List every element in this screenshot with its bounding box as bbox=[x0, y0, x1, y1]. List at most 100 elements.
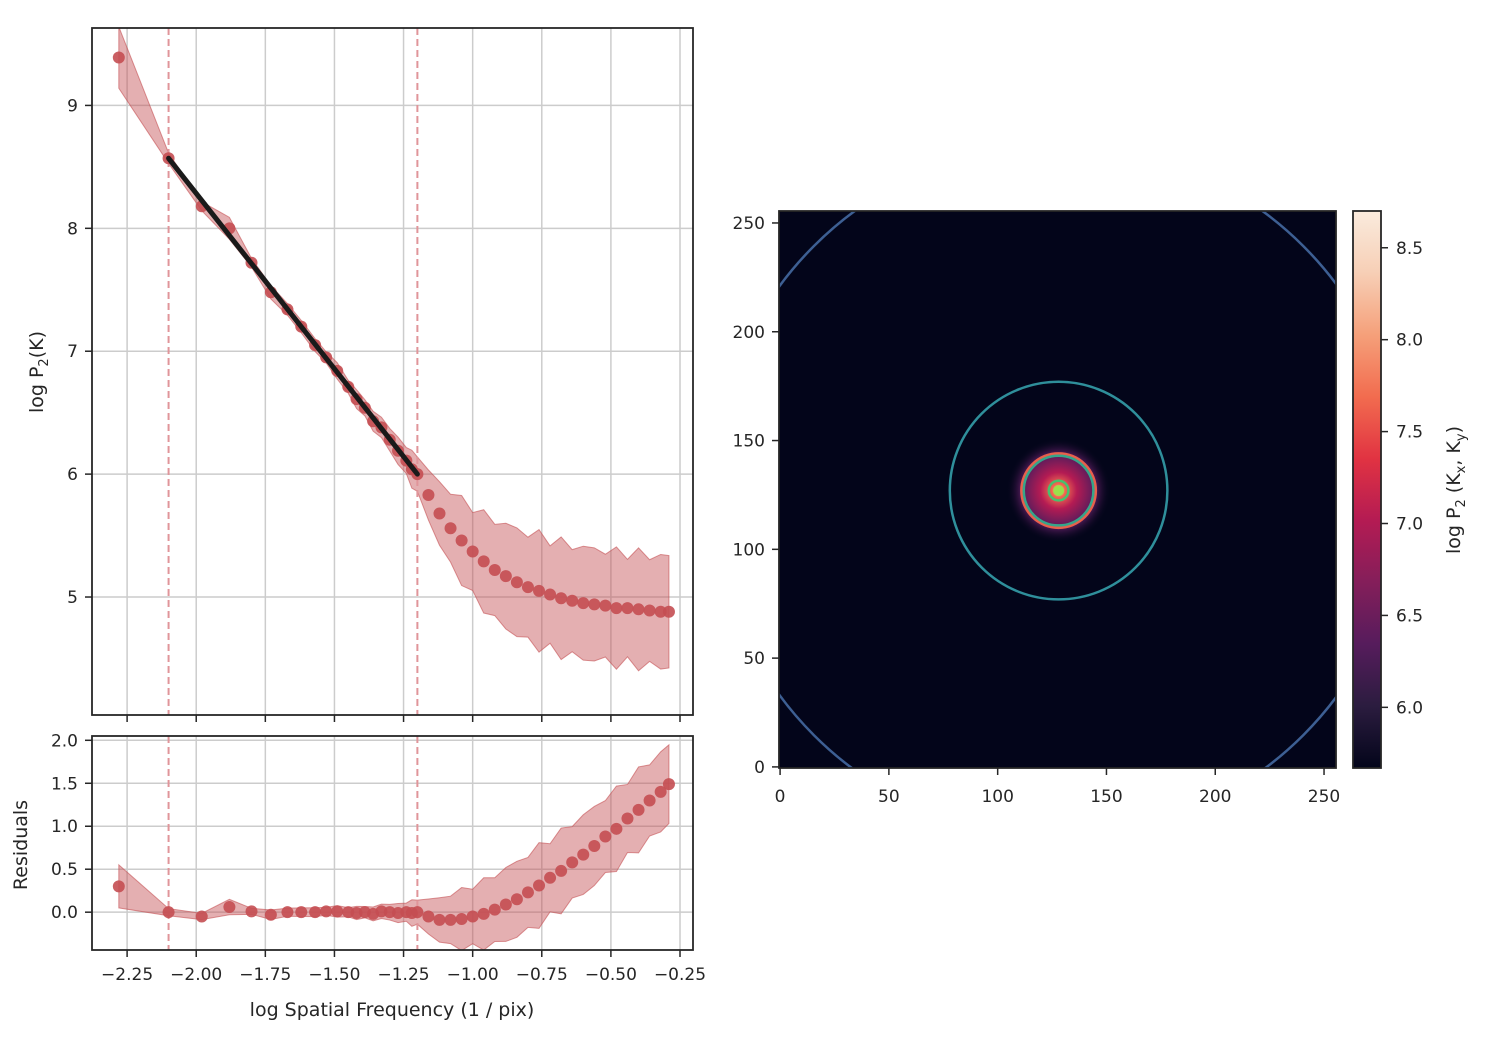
data-point bbox=[433, 913, 446, 926]
y-tick-label: 1.0 bbox=[51, 817, 78, 837]
top-ylabel: log P2(K) bbox=[26, 331, 52, 413]
x-tick-label: −2.25 bbox=[101, 965, 153, 985]
data-point bbox=[610, 602, 623, 615]
data-point bbox=[488, 563, 501, 576]
x-tick-label: 200 bbox=[1199, 787, 1231, 807]
x-tick-label: −1.50 bbox=[308, 965, 360, 985]
contour-circle bbox=[1022, 454, 1095, 527]
data-point bbox=[444, 913, 457, 926]
colorbar-tick-label: 8.5 bbox=[1396, 239, 1423, 259]
contour-circle bbox=[1047, 479, 1070, 502]
data-point bbox=[555, 864, 568, 877]
y-tick-label: 9 bbox=[67, 96, 78, 116]
x-tick-label: 250 bbox=[1308, 787, 1340, 807]
data-point bbox=[455, 913, 468, 926]
center-marker bbox=[1053, 485, 1065, 497]
x-tick-label: −1.75 bbox=[239, 965, 291, 985]
data-point bbox=[521, 886, 534, 899]
data-point bbox=[466, 545, 479, 558]
colorbar-tick-label: 6.0 bbox=[1396, 698, 1423, 718]
data-point bbox=[331, 905, 344, 918]
data-point bbox=[632, 803, 645, 816]
colorbar-tick-label: 7.0 bbox=[1396, 515, 1423, 535]
data-point bbox=[662, 778, 675, 791]
y-tick-label: 0.0 bbox=[51, 903, 78, 923]
data-point bbox=[621, 602, 634, 615]
data-point bbox=[245, 905, 258, 918]
data-point bbox=[455, 534, 468, 547]
contour-circle bbox=[948, 380, 1169, 601]
data-point bbox=[654, 785, 667, 798]
data-point bbox=[320, 905, 333, 918]
x-tick-label: −0.50 bbox=[585, 965, 637, 985]
error-band bbox=[118, 743, 670, 950]
data-point bbox=[610, 822, 623, 835]
y-tick-label: 200 bbox=[733, 323, 765, 343]
y-tick-label: 8 bbox=[67, 219, 78, 239]
data-point bbox=[309, 906, 322, 919]
image-content bbox=[779, 211, 1336, 768]
x-tick-label: −0.25 bbox=[654, 965, 706, 985]
x-tick-label: −1.00 bbox=[447, 965, 499, 985]
x-tick-label: −1.25 bbox=[378, 965, 430, 985]
colorbar-gradient bbox=[1352, 210, 1382, 769]
data-point bbox=[411, 906, 424, 919]
error-band bbox=[118, 28, 670, 672]
data-point bbox=[488, 903, 501, 916]
data-point bbox=[422, 910, 435, 923]
data-point bbox=[621, 812, 634, 825]
x-tick-label: 0 bbox=[775, 787, 786, 807]
data-point bbox=[295, 906, 308, 919]
colorbar-tick-label: 7.5 bbox=[1396, 423, 1423, 443]
y-tick-label: 7 bbox=[67, 342, 78, 362]
xlabel: log Spatial Frequency (1 / pix) bbox=[250, 999, 535, 1021]
axes-frame bbox=[91, 27, 694, 716]
data-point bbox=[195, 910, 208, 923]
axes-frame bbox=[91, 735, 694, 951]
data-point bbox=[477, 555, 490, 568]
y-tick-label: 5 bbox=[67, 588, 78, 608]
colorbar-tick-label: 6.5 bbox=[1396, 606, 1423, 626]
data-point bbox=[544, 871, 557, 884]
data-point bbox=[588, 598, 601, 611]
x-tick-label: −0.75 bbox=[516, 965, 568, 985]
data-point bbox=[662, 605, 675, 618]
data-point bbox=[599, 830, 612, 843]
y-tick-label: 50 bbox=[743, 649, 765, 669]
data-point bbox=[223, 901, 236, 914]
plot-area bbox=[112, 736, 675, 950]
data-point bbox=[566, 856, 579, 869]
data-point bbox=[577, 597, 590, 610]
colorbar: 6.0 6.5 7.0 7.5 8.0 8.5 bbox=[1352, 210, 1423, 769]
y-tick-label: 0.5 bbox=[51, 860, 78, 880]
y-tick-label: 6 bbox=[67, 465, 78, 485]
2d-power-spectrum-panel: 0 50 100 150 200 250 0 50 100 150 200 250 bbox=[733, 210, 1340, 807]
x-tick-label: −2.00 bbox=[170, 965, 222, 985]
data-point bbox=[264, 908, 277, 921]
data-point bbox=[499, 570, 512, 583]
residuals-panel: −2.25 −2.00 −1.75 −1.50 −1.25 −1.00 −0.75 −0.50… bbox=[51, 731, 706, 985]
y-tick-label: 100 bbox=[733, 540, 765, 560]
x-tick-label: 150 bbox=[1090, 787, 1122, 807]
y-tick-label: 2.0 bbox=[51, 731, 78, 751]
image-frame bbox=[778, 210, 1337, 769]
contour-red bbox=[1020, 452, 1098, 530]
data-point bbox=[654, 605, 667, 618]
data-point bbox=[466, 910, 479, 923]
x-tick-label: 50 bbox=[878, 787, 900, 807]
data-point bbox=[112, 51, 125, 64]
data-point bbox=[433, 507, 446, 520]
data-point bbox=[599, 599, 612, 612]
colorbar-label: log P2 (Kx, Ky) bbox=[1443, 426, 1469, 554]
y-tick-label: 150 bbox=[733, 432, 765, 452]
data-point bbox=[281, 906, 294, 919]
data-point bbox=[533, 584, 546, 597]
residuals-ylabel: Residuals bbox=[10, 800, 32, 890]
data-point bbox=[510, 893, 523, 906]
data-point bbox=[544, 588, 557, 601]
data-point bbox=[555, 592, 568, 605]
data-point bbox=[521, 581, 534, 594]
data-point bbox=[533, 879, 546, 892]
data-point bbox=[477, 907, 490, 920]
